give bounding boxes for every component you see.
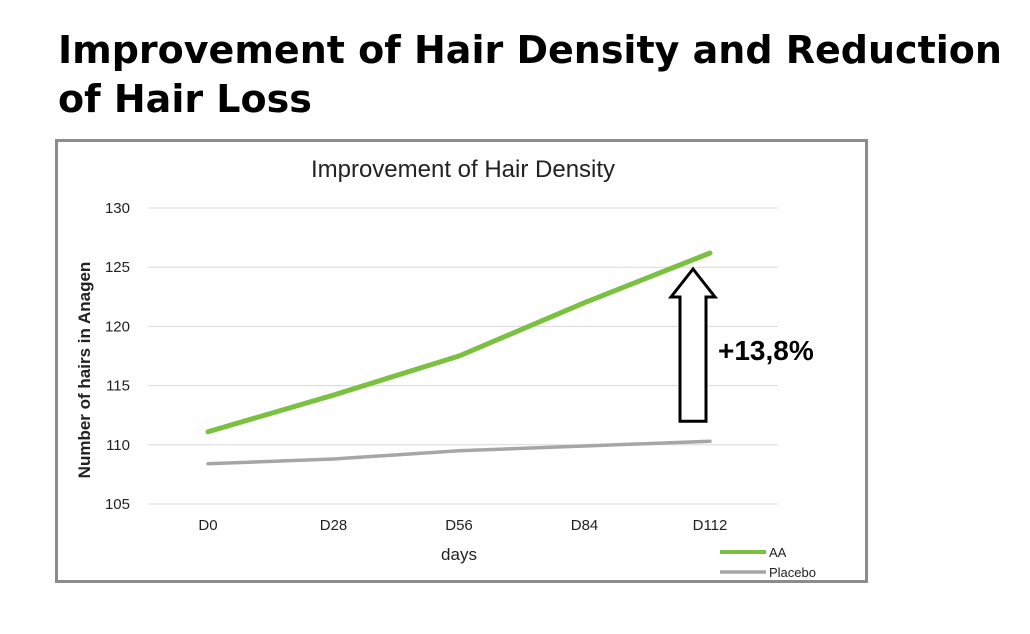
up-arrow-icon [667,266,719,423]
legend: AA Placebo [720,545,816,580]
chart-title: Improvement of Hair Density [311,156,615,183]
series-line-aa [205,250,713,435]
x-tick-d84: D84 [571,517,599,534]
y-axis-label: Number of hairs in Anagen [75,262,94,479]
y-tick-115: 115 [106,378,130,395]
series-lines [205,250,713,466]
x-tick-d0: D0 [198,517,217,534]
annotation-label: +13,8% [718,335,814,366]
y-tick-105: 105 [105,496,130,513]
growth-annotation: +13,8% [667,266,814,423]
y-tick-labels: 105 110 115 120 125 130 [105,200,130,513]
x-tick-d56: D56 [445,517,473,534]
line-chart: Improvement of Hair Density 105 110 115 120… [75,156,816,580]
y-tick-125: 125 [105,259,130,276]
y-tick-120: 120 [105,318,130,335]
x-tick-d28: D28 [320,517,348,534]
chart-frame: Improvement of Hair Density 105 110 115 120… [55,139,868,583]
x-axis-label: days [441,545,477,564]
y-tick-130: 130 [105,200,130,217]
x-tick-d112: D112 [693,517,728,534]
page-heading: Improvement of Hair Density and Reductio… [58,28,1002,121]
legend-label-aa: AA [769,545,787,560]
y-tick-110: 110 [106,437,130,454]
legend-label-placebo: Placebo [769,565,816,580]
x-tick-labels: D0 D28 D56 D84 D112 [198,517,727,534]
grid-lines [148,207,778,505]
